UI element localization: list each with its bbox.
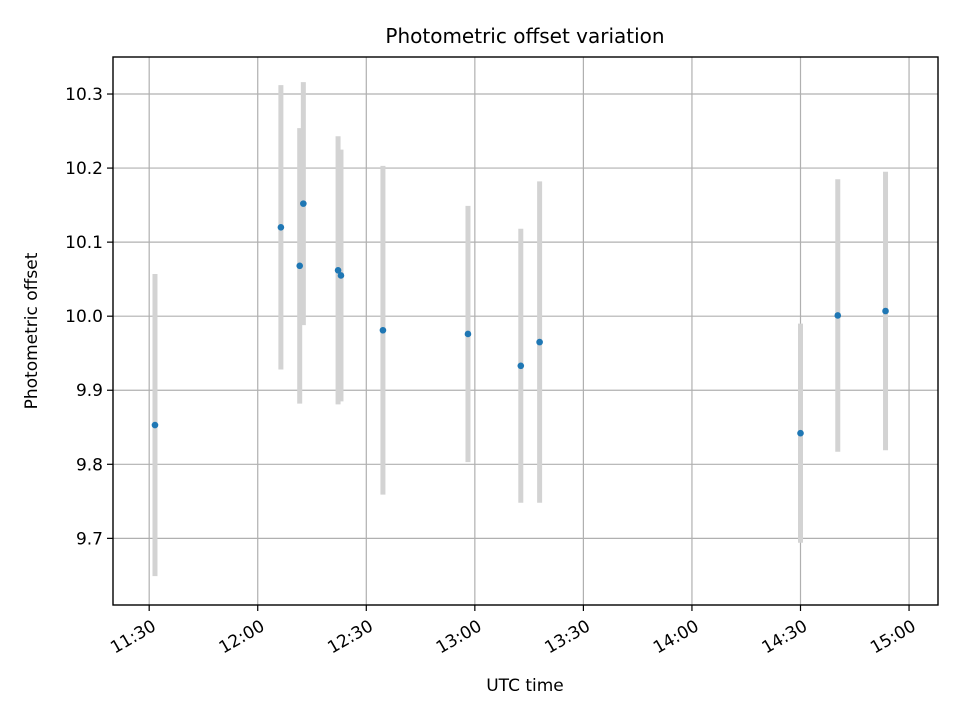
grid [113,57,938,605]
data-point [834,312,842,319]
data-point [296,262,304,270]
data-point [464,330,472,338]
data-point [337,272,345,279]
plot-frame [112,56,939,606]
data-point [334,266,342,274]
y-tick-label: 9.8 [76,455,103,475]
data-point [151,421,159,429]
data-point [277,224,285,231]
data-point [517,362,525,370]
y-tick-label: 9.9 [76,381,103,401]
data-point [882,307,889,315]
data-point [536,338,543,346]
y-tick-label: 10.3 [65,85,103,105]
data-point [300,200,307,207]
y-tick-label: 10.1 [65,233,103,253]
data-point [379,326,387,334]
chart-title: Photometric offset variation [385,24,664,48]
data-point [797,429,804,437]
y-tick-label: 9.7 [76,529,103,549]
y-axis-ticks: 9.7 9.8 9.9 10.0 10.1 10.2 10.3 [65,85,113,549]
x-axis-label: UTC time [486,676,564,696]
y-tick-label: 10.0 [65,307,103,327]
y-tick-label: 10.2 [65,159,103,179]
data-points [151,200,889,437]
y-axis-label: Photometric offset [22,252,42,409]
